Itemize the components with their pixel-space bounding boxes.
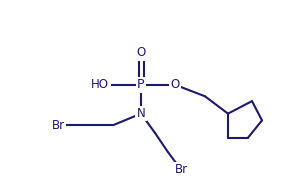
Text: N: N [137,107,145,120]
Text: Br: Br [174,163,188,176]
Text: P: P [137,78,145,91]
Text: Br: Br [52,119,65,132]
Text: O: O [170,78,180,91]
Text: HO: HO [91,78,109,91]
Text: O: O [136,46,146,59]
